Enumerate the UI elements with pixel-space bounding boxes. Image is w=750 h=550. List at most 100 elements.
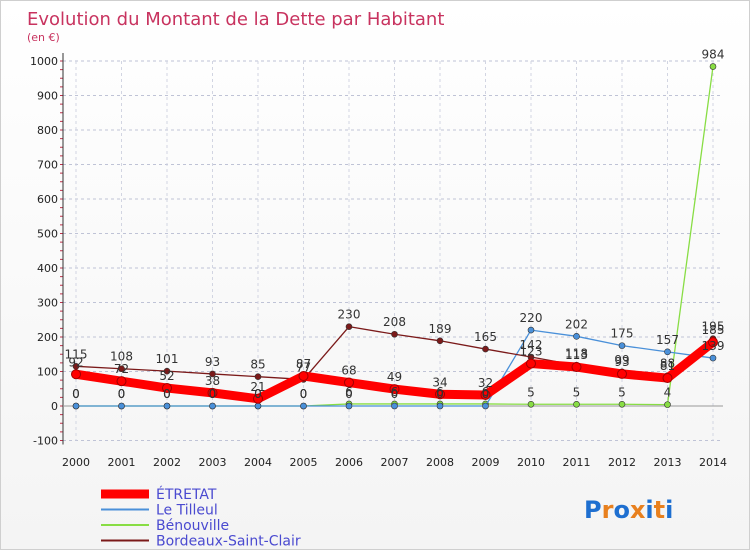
data-label-le-tilleul: 0 xyxy=(118,387,126,401)
data-label-etretat: 52 xyxy=(159,369,174,383)
data-label-etretat: 32 xyxy=(478,376,493,390)
data-label-le-tilleul: 0 xyxy=(436,387,444,401)
data-label-bordeaux-saint-clair: 115 xyxy=(65,347,88,361)
data-point-etretat xyxy=(162,383,172,394)
y-tick-label: 800 xyxy=(37,124,58,137)
data-point-etretat xyxy=(253,393,263,404)
legend-label-etretat: ÉTRETAT xyxy=(156,486,217,503)
data-point-bordeaux-saint-clair xyxy=(209,370,216,378)
data-label-bordeaux-saint-clair: 230 xyxy=(338,308,361,322)
data-label-benouville: 984 xyxy=(702,48,725,62)
data-point-benouville xyxy=(573,400,580,408)
data-point-etretat xyxy=(480,389,491,400)
data-label-benouville: 0 xyxy=(254,387,262,401)
data-label-le-tilleul: 139 xyxy=(702,339,725,353)
data-label-benouville: 0 xyxy=(300,387,308,401)
y-tick-label: 200 xyxy=(37,331,58,344)
data-point-le-tilleul xyxy=(345,402,353,410)
y-tick-label: 300 xyxy=(37,297,58,310)
data-label-benouville: 4 xyxy=(664,386,672,400)
data-label-etretat: 92 xyxy=(68,355,83,369)
data-point-bordeaux-saint-clair xyxy=(436,337,444,345)
y-tick-label: 700 xyxy=(37,159,58,172)
data-label-bordeaux-saint-clair: 93 xyxy=(205,355,220,369)
data-point-le-tilleul xyxy=(118,402,125,410)
x-tick-label: 2010 xyxy=(517,456,545,469)
data-point-bordeaux-saint-clair xyxy=(163,367,171,375)
data-point-bordeaux-saint-clair xyxy=(482,345,489,353)
x-tick-label: 2007 xyxy=(381,456,409,469)
data-label-le-tilleul: 0 xyxy=(482,387,490,401)
data-label-benouville: 5 xyxy=(527,385,535,399)
x-tick-label: 2001 xyxy=(108,456,136,469)
y-tick-label: 1000 xyxy=(30,55,58,68)
data-point-benouville xyxy=(618,400,626,408)
data-point-benouville xyxy=(664,401,671,408)
y-tick-label: 600 xyxy=(37,193,58,206)
data-label-bordeaux-saint-clair: 85 xyxy=(250,358,265,372)
y-tick-label: 900 xyxy=(37,90,58,103)
x-tick-label: 2002 xyxy=(153,456,181,469)
data-label-etretat: 21 xyxy=(250,380,265,394)
data-label-benouville: 0 xyxy=(72,387,80,401)
data-label-etretat: 34 xyxy=(432,375,447,389)
y-tick-label: 400 xyxy=(37,262,58,275)
data-label-le-tilleul: 157 xyxy=(656,333,679,347)
data-label-le-tilleul: 0 xyxy=(72,387,80,401)
data-point-le-tilleul xyxy=(72,402,80,410)
data-point-le-tilleul xyxy=(527,326,535,334)
data-point-le-tilleul xyxy=(573,333,580,340)
data-point-bordeaux-saint-clair xyxy=(118,365,125,373)
data-label-benouville: 0 xyxy=(163,387,171,401)
chart-subtitle: (en €) xyxy=(27,31,60,44)
data-point-le-tilleul xyxy=(391,402,398,410)
x-tick-label: 2005 xyxy=(290,456,318,469)
data-label-le-tilleul: 202 xyxy=(565,317,588,331)
data-label-benouville: 6 xyxy=(482,385,490,399)
y-tick-label: 100 xyxy=(37,366,58,379)
data-label-bordeaux-saint-clair: 195 xyxy=(702,320,725,334)
data-label-etretat: 38 xyxy=(205,374,220,388)
x-tick-label: 2014 xyxy=(699,456,727,469)
data-label-etretat: 49 xyxy=(387,370,402,384)
data-label-etretat: 72 xyxy=(114,362,129,376)
x-tick-label: 2013 xyxy=(654,456,682,469)
data-label-etretat: 123 xyxy=(520,345,543,359)
data-label-le-tilleul: 0 xyxy=(254,387,262,401)
data-label-le-tilleul: 175 xyxy=(611,327,634,341)
data-point-bordeaux-saint-clair xyxy=(391,330,398,338)
data-point-etretat xyxy=(298,370,309,381)
data-point-le-tilleul xyxy=(254,402,262,410)
data-point-le-tilleul xyxy=(664,348,671,356)
data-point-etretat xyxy=(571,362,582,373)
logo-text: Proxiti xyxy=(584,496,673,524)
data-label-benouville: 5 xyxy=(573,385,581,399)
x-tick-label: 2012 xyxy=(608,456,636,469)
x-tick-label: 2008 xyxy=(426,456,454,469)
data-point-etretat xyxy=(207,387,218,398)
data-label-le-tilleul: 0 xyxy=(345,387,353,401)
x-tick-label: 2003 xyxy=(199,456,227,469)
data-point-etretat xyxy=(526,358,536,369)
data-label-bordeaux-saint-clair: 208 xyxy=(383,315,406,329)
data-point-le-tilleul xyxy=(163,402,171,410)
data-label-etretat: 93 xyxy=(614,355,629,369)
data-label-bordeaux-saint-clair: 99 xyxy=(614,353,629,367)
data-point-le-tilleul xyxy=(482,402,489,410)
data-point-benouville xyxy=(527,400,535,408)
data-label-le-tilleul: 0 xyxy=(391,387,399,401)
data-label-benouville: 5 xyxy=(618,385,626,399)
x-tick-label: 2004 xyxy=(244,456,272,469)
data-point-le-tilleul xyxy=(300,402,307,410)
data-label-benouville: 0 xyxy=(209,387,217,401)
x-tick-label: 2009 xyxy=(472,456,500,469)
data-point-etretat xyxy=(116,376,127,387)
data-label-le-tilleul: 0 xyxy=(163,387,171,401)
data-label-etretat: 185 xyxy=(702,323,725,337)
chart-title: Evolution du Montant de la Dette par Hab… xyxy=(27,9,444,30)
data-label-benouville: 6 xyxy=(345,385,353,399)
data-point-etretat xyxy=(71,369,81,380)
data-label-benouville: 0 xyxy=(118,387,126,401)
